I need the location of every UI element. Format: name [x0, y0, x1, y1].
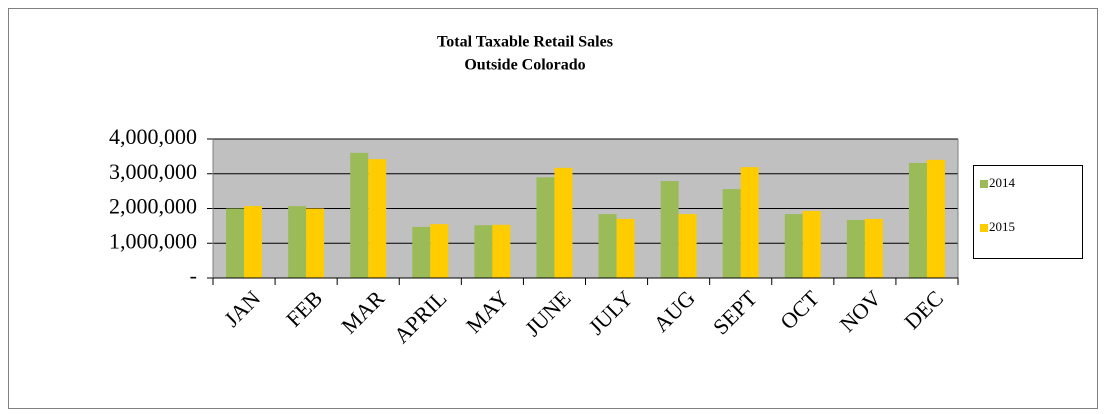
bar [864, 218, 883, 278]
bar [846, 219, 865, 278]
bar [722, 189, 741, 278]
y-tick-label: 1,000,000 [109, 228, 197, 253]
y-tick-label: - [190, 263, 197, 288]
y-tick-label: 4,000,000 [109, 124, 197, 149]
bar [802, 210, 821, 278]
bar [368, 159, 387, 278]
y-tick-label: 2,000,000 [109, 194, 197, 219]
legend-marker [980, 180, 988, 188]
legend-box [973, 165, 1083, 259]
bar [554, 167, 573, 278]
bar [430, 224, 449, 278]
legend-marker [980, 224, 988, 232]
bar [784, 214, 803, 278]
chart-subtitle: Outside Colorado [464, 57, 585, 74]
bar [226, 208, 245, 278]
bar [616, 218, 635, 278]
bar [740, 167, 759, 278]
bar [306, 208, 325, 278]
bar [244, 206, 263, 278]
legend-label: 2015 [989, 219, 1015, 234]
bar [926, 159, 945, 278]
bar [412, 226, 431, 278]
bar [350, 152, 369, 278]
bar [288, 206, 307, 278]
bar [492, 224, 511, 278]
bar [598, 214, 617, 278]
chart-title: Total Taxable Retail Sales [437, 34, 613, 51]
bar [660, 181, 679, 278]
y-tick-label: 3,000,000 [109, 159, 197, 184]
bar [678, 214, 697, 278]
bar [536, 177, 555, 278]
bar [908, 162, 927, 278]
bar [474, 225, 493, 278]
legend-label: 2014 [989, 175, 1016, 190]
